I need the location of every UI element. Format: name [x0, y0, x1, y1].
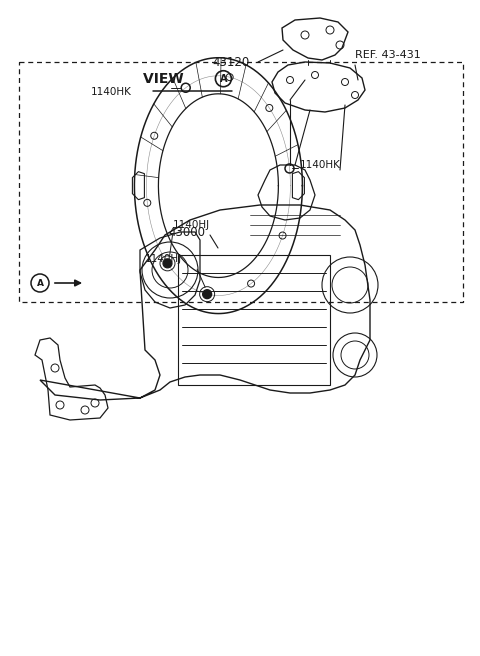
Text: 1140HK: 1140HK [300, 161, 340, 171]
Text: 1140HK: 1140HK [91, 87, 132, 96]
Text: 43000: 43000 [168, 226, 205, 239]
Text: REF. 43-431: REF. 43-431 [355, 50, 421, 60]
Circle shape [163, 259, 172, 268]
Text: VIEW: VIEW [143, 72, 188, 86]
Text: 1140HJ: 1140HJ [172, 220, 210, 230]
Text: 1140HJ: 1140HJ [145, 254, 182, 264]
Text: A: A [36, 279, 44, 287]
Text: 43120: 43120 [212, 56, 249, 68]
Text: A: A [220, 73, 227, 84]
Circle shape [203, 290, 212, 298]
